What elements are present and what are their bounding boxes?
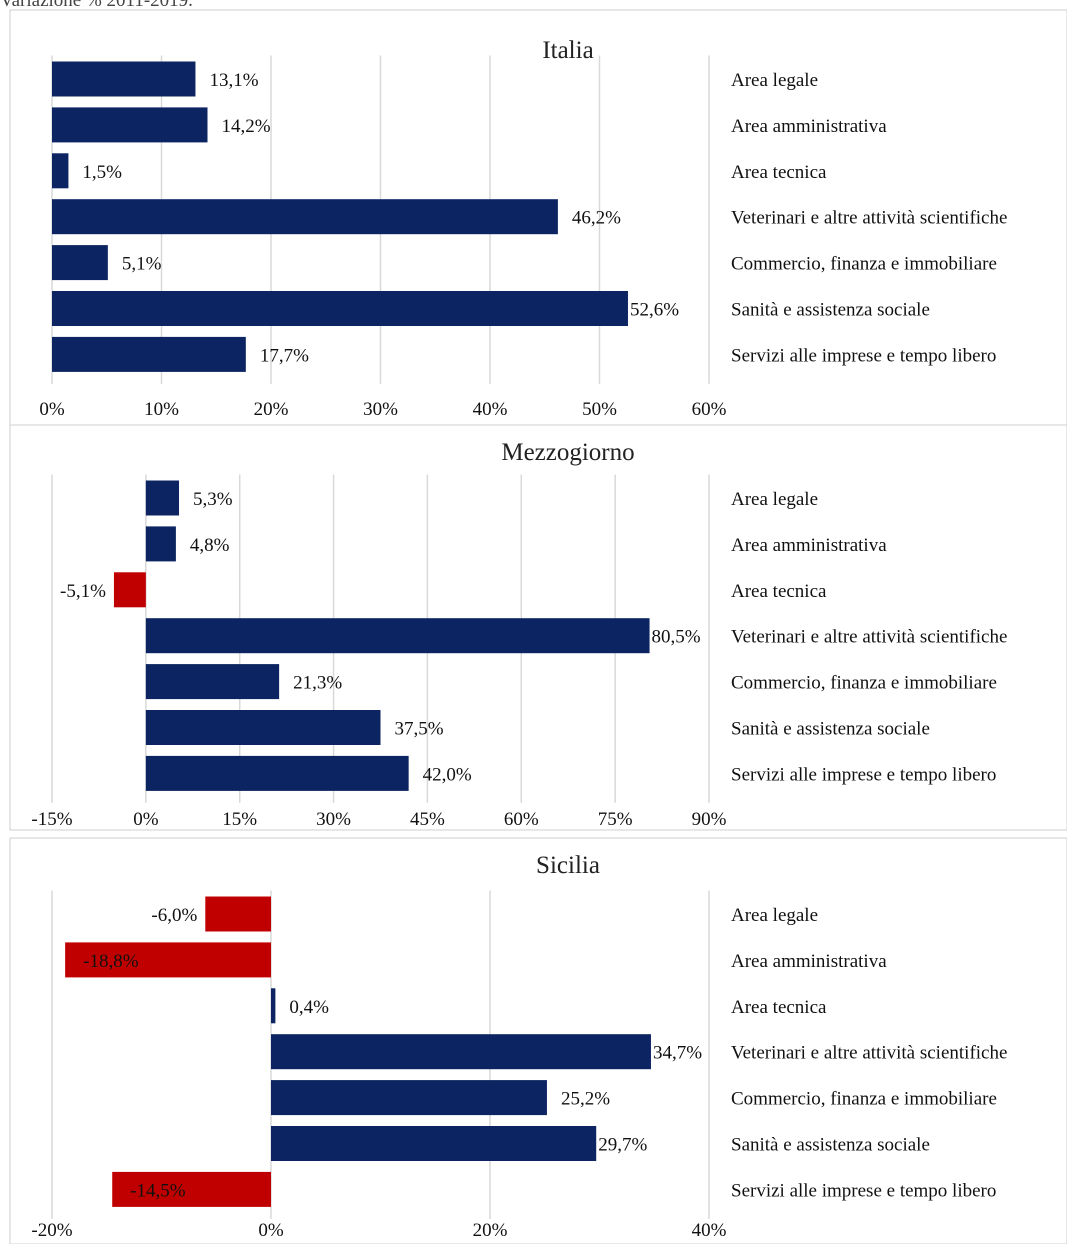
x-tick-label-italia: 40%: [473, 399, 508, 420]
bar-mezzogiorno: [145, 664, 280, 700]
x-tick-label-italia: 10%: [144, 399, 179, 420]
x-tick-label-mezzogiorno: 0%: [133, 809, 159, 830]
bar-italia: [52, 245, 108, 281]
category-label-sicilia: Servizi alle imprese e tempo libero: [731, 1180, 996, 1201]
data-label-sicilia: 34,7%: [653, 1043, 702, 1064]
x-tick-label-italia: 20%: [254, 399, 289, 420]
bar-italia: [52, 199, 558, 235]
data-label-sicilia: -18,8%: [83, 951, 139, 972]
x-tick-label-mezzogiorno: 90%: [692, 809, 727, 830]
chart-title-italia: Italia: [542, 37, 593, 64]
x-tick-label-mezzogiorno: 45%: [410, 809, 445, 830]
category-label-sicilia: Commercio, finanza e immobiliare: [731, 1089, 997, 1110]
bar-sicilia: [271, 1080, 547, 1116]
bar-italia: [52, 107, 208, 143]
data-label-italia: 14,2%: [221, 116, 270, 137]
category-label-sicilia: Area amministrativa: [731, 951, 887, 972]
bar-sicilia: [65, 942, 271, 978]
data-label-mezzogiorno: 4,8%: [190, 535, 230, 556]
data-label-mezzogiorno: -5,1%: [60, 581, 106, 602]
x-tick-label-sicilia: -20%: [31, 1220, 72, 1241]
x-tick-label-mezzogiorno: -15%: [31, 809, 72, 830]
x-tick-label-italia: 30%: [363, 399, 398, 420]
category-label-mezzogiorno: Sanità e assistenza sociale: [731, 719, 930, 740]
bar-mezzogiorno: [145, 755, 409, 791]
bar-mezzogiorno: [145, 526, 176, 562]
category-label-mezzogiorno: Veterinari e altre attività scientifiche: [731, 627, 1007, 648]
category-label-italia: Servizi alle imprese e tempo libero: [731, 345, 996, 366]
data-label-italia: 17,7%: [260, 345, 309, 366]
x-tick-label-mezzogiorno: 75%: [598, 809, 633, 830]
category-label-italia: Sanità e assistenza sociale: [731, 300, 930, 321]
chart-frame-sicilia: [9, 837, 1067, 1244]
category-label-sicilia: Area legale: [731, 905, 818, 926]
x-tick-label-mezzogiorno: 15%: [222, 809, 257, 830]
category-label-mezzogiorno: Servizi alle imprese e tempo libero: [731, 764, 996, 785]
x-tick-label-italia: 60%: [692, 399, 727, 420]
chart-title-sicilia: Sicilia: [536, 852, 600, 879]
data-label-sicilia: 0,4%: [289, 997, 329, 1018]
data-label-italia: 5,1%: [122, 254, 162, 275]
bar-mezzogiorno: [145, 480, 180, 516]
category-label-sicilia: Sanità e assistenza sociale: [731, 1135, 930, 1156]
bar-italia: [52, 336, 246, 372]
data-label-sicilia: -14,5%: [130, 1180, 186, 1201]
bar-italia: [52, 153, 69, 189]
data-label-italia: 46,2%: [572, 208, 621, 229]
category-label-italia: Area amministrativa: [731, 116, 887, 137]
category-label-italia: Area legale: [731, 70, 818, 91]
category-label-mezzogiorno: Area tecnica: [731, 581, 827, 602]
data-label-mezzogiorno: 42,0%: [423, 764, 472, 785]
category-label-mezzogiorno: Area amministrativa: [731, 535, 887, 556]
bar-sicilia: [271, 1034, 651, 1070]
category-label-italia: Commercio, finanza e immobiliare: [731, 254, 997, 275]
category-label-sicilia: Veterinari e altre attività scientifiche: [731, 1043, 1007, 1064]
bar-sicilia: [271, 988, 276, 1024]
data-label-sicilia: -6,0%: [151, 905, 197, 926]
data-label-sicilia: 29,7%: [598, 1135, 647, 1156]
bar-mezzogiorno: [145, 710, 381, 745]
data-label-italia: 52,6%: [630, 300, 679, 321]
bar-italia: [52, 61, 196, 97]
category-label-italia: Veterinari e altre attività scientifiche: [731, 208, 1007, 229]
chart-title-mezzogiorno: Mezzogiorno: [501, 439, 634, 466]
bar-mezzogiorno: [145, 618, 650, 654]
data-label-italia: 13,1%: [209, 70, 258, 91]
category-label-mezzogiorno: Area legale: [731, 489, 818, 510]
data-label-mezzogiorno: 5,3%: [193, 489, 233, 510]
bar-mezzogiorno: [113, 572, 146, 608]
data-label-mezzogiorno: 37,5%: [395, 719, 444, 740]
x-tick-label-mezzogiorno: 30%: [316, 809, 351, 830]
data-label-italia: 1,5%: [82, 162, 122, 183]
category-label-mezzogiorno: Commercio, finanza e immobiliare: [731, 673, 997, 694]
chart-caption: Variazione % 2011-2019.: [0, 0, 193, 11]
chart-frame-mezzogiorno: [9, 424, 1067, 831]
bar-sicilia: [205, 896, 271, 932]
x-tick-label-italia: 50%: [582, 399, 617, 420]
x-tick-label-sicilia: 40%: [692, 1220, 727, 1241]
category-label-sicilia: Area tecnica: [731, 997, 827, 1018]
x-tick-label-sicilia: 20%: [473, 1220, 508, 1241]
category-label-italia: Area tecnica: [731, 162, 827, 183]
x-tick-label-sicilia: 0%: [258, 1220, 284, 1241]
data-label-sicilia: 25,2%: [561, 1089, 610, 1110]
x-tick-label-mezzogiorno: 60%: [504, 809, 539, 830]
bar-sicilia: [112, 1171, 271, 1207]
x-tick-label-italia: 0%: [39, 399, 65, 420]
data-label-mezzogiorno: 80,5%: [652, 627, 701, 648]
bar-sicilia: [271, 1126, 597, 1161]
data-label-mezzogiorno: 21,3%: [293, 673, 342, 694]
bar-italia: [52, 291, 628, 326]
